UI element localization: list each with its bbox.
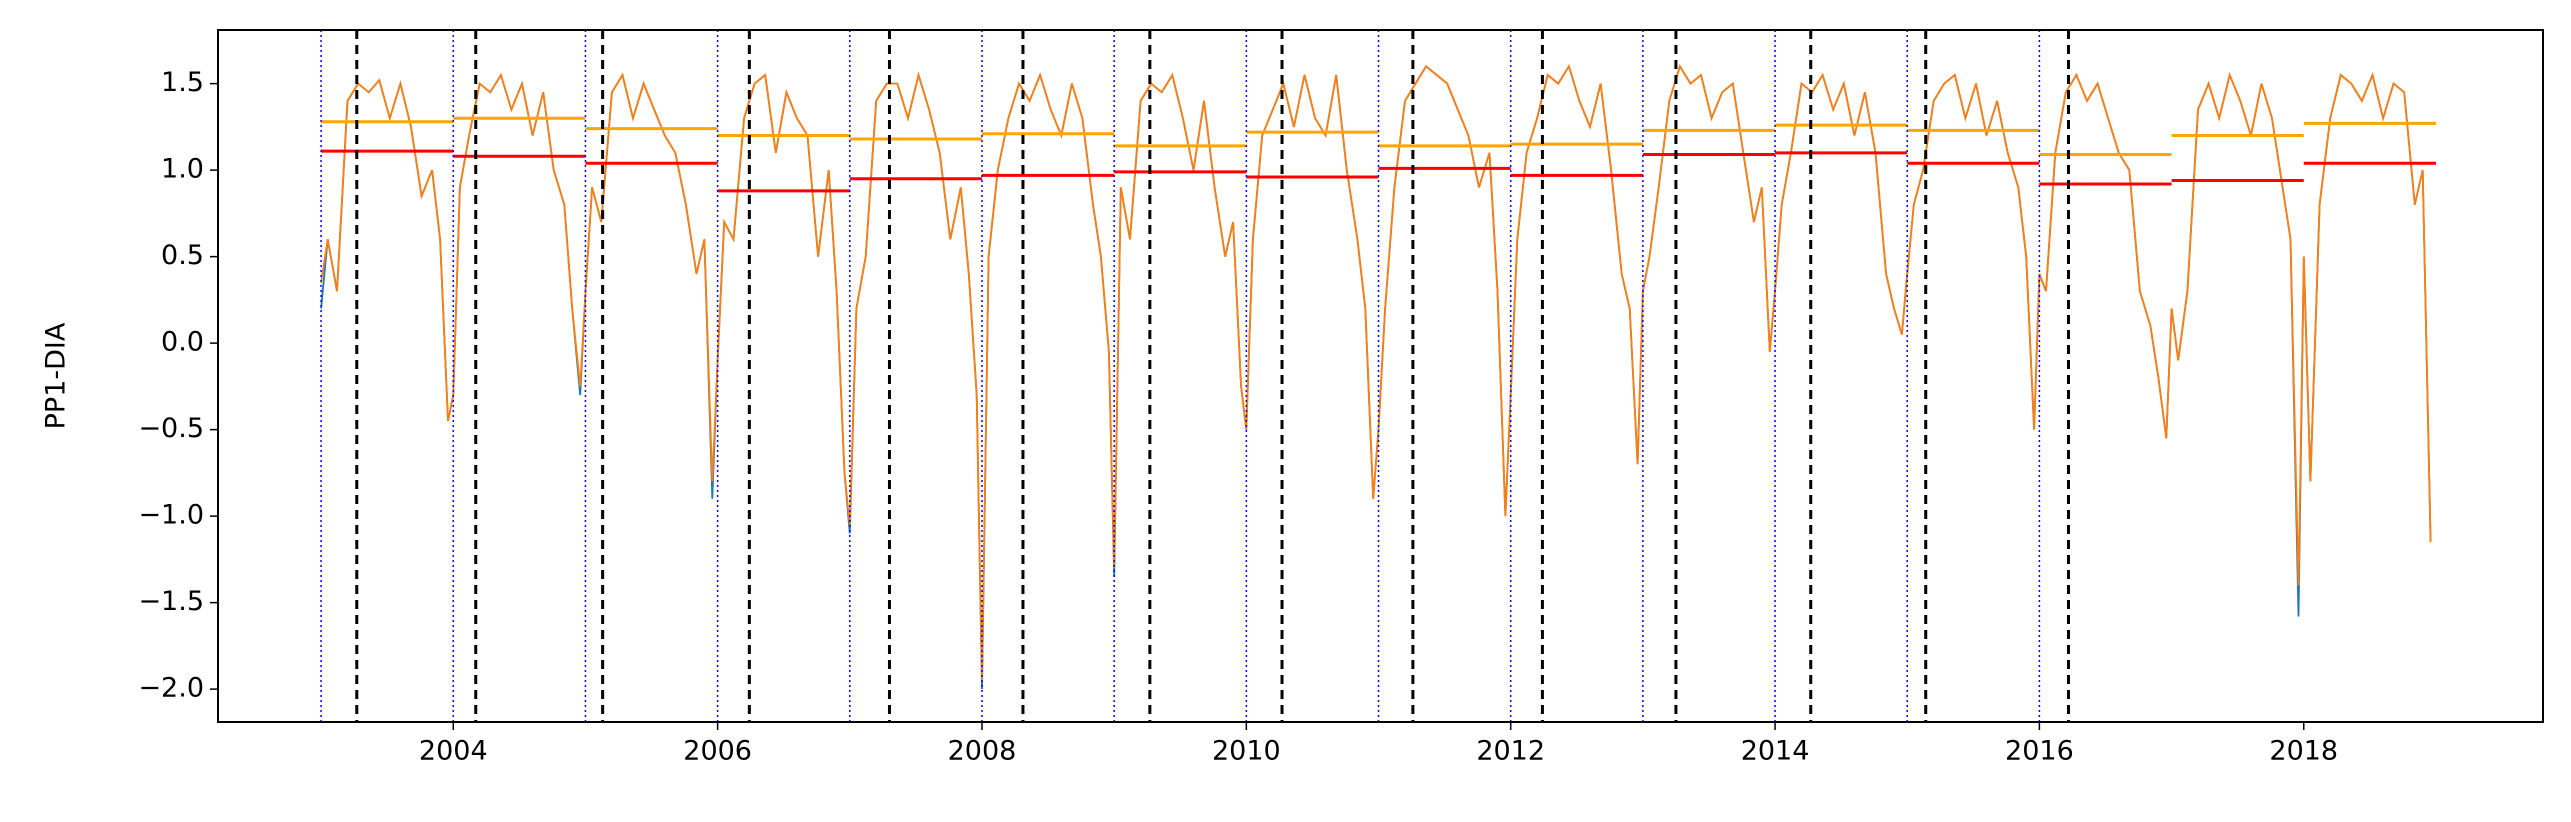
x-tick-label: 2008 bbox=[948, 736, 1017, 767]
x-tick-label: 2014 bbox=[1741, 736, 1810, 767]
y-tick-label: −2.0 bbox=[138, 673, 204, 704]
x-tick-label: 2016 bbox=[2005, 736, 2074, 767]
y-tick-label: −1.5 bbox=[138, 586, 204, 617]
y-tick-label: −1.0 bbox=[138, 500, 204, 531]
y-tick-label: 1.0 bbox=[161, 154, 204, 185]
y-tick-label: −0.5 bbox=[138, 413, 204, 444]
x-tick-label: 2006 bbox=[683, 736, 752, 767]
y-tick-label: 0.0 bbox=[161, 327, 204, 358]
y-tick-label: 1.5 bbox=[161, 67, 204, 98]
x-tick-label: 2012 bbox=[1476, 736, 1545, 767]
y-tick-label: 0.5 bbox=[161, 240, 204, 271]
data-line bbox=[320, 64, 2432, 681]
x-tick-label: 2018 bbox=[2269, 736, 2338, 767]
data-line bbox=[320, 64, 2432, 690]
y-axis-label: PP1-DIA bbox=[41, 322, 72, 429]
plot-frame bbox=[217, 29, 2544, 723]
x-tick-label: 2004 bbox=[419, 736, 488, 767]
x-tick-label: 2010 bbox=[1212, 736, 1281, 767]
